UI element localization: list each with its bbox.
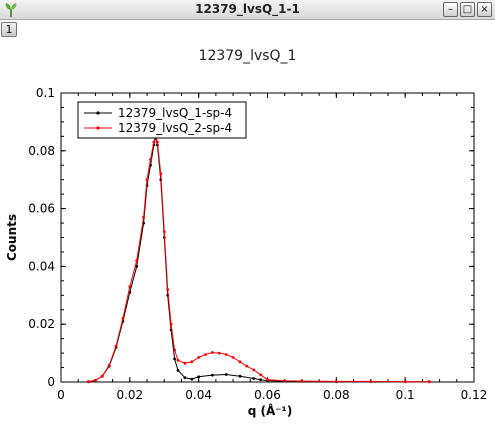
data-point: [173, 357, 177, 361]
legend-label-1: 12379_lvsQ_1-sp-4: [118, 106, 232, 120]
leaf-app-icon: [5, 3, 17, 17]
data-point: [197, 356, 201, 359]
data-point: [266, 378, 269, 382]
minimize-button[interactable]: –: [443, 2, 458, 17]
x-tick-label: 0: [57, 388, 65, 402]
x-tick-label: 0.06: [254, 388, 281, 402]
data-point: [190, 377, 194, 381]
x-tick-label: 0.1: [396, 388, 415, 402]
data-point: [173, 348, 177, 352]
x-axis-label: q (Å⁻¹): [248, 403, 293, 418]
data-point: [100, 374, 104, 378]
data-point: [224, 353, 228, 356]
chart-title: 12379_lvsQ_1: [199, 48, 297, 64]
y-tick-label: 0.06: [28, 202, 55, 216]
data-point: [283, 379, 287, 383]
data-point: [166, 288, 170, 291]
data-point: [197, 375, 201, 379]
maximize-button[interactable]: □: [460, 2, 475, 17]
data-point: [217, 351, 221, 355]
data-point: [259, 373, 262, 377]
x-tick-label: 0.02: [116, 388, 143, 402]
data-point: [149, 158, 152, 161]
window-title: 12379_lvsQ_1-1: [195, 2, 300, 16]
data-point: [211, 373, 214, 377]
data-point: [135, 265, 139, 268]
window-titlebar: 12379_lvsQ_1-1 – □ ×: [0, 0, 495, 20]
data-point: [231, 356, 235, 359]
x-tick-label: 0.04: [185, 388, 212, 402]
data-point: [121, 317, 125, 320]
data-point: [156, 140, 159, 144]
legend-box: [77, 101, 247, 139]
y-tick-label: 0.1: [36, 86, 55, 100]
data-point: [238, 374, 242, 378]
legend-marker-2: [96, 126, 100, 130]
data-point: [142, 215, 146, 219]
data-point: [190, 360, 194, 364]
data-point: [300, 379, 304, 383]
x-tick-label: 0.12: [461, 388, 488, 402]
data-point: [238, 360, 242, 364]
data-point: [245, 364, 249, 368]
y-tick-label: 0.04: [28, 259, 55, 273]
data-point: [252, 377, 256, 380]
data-point: [252, 368, 256, 372]
y-tick-label: 0.08: [28, 144, 55, 158]
data-point: [224, 373, 228, 376]
data-point: [211, 351, 214, 354]
data-point: [176, 358, 180, 362]
data-point: [87, 380, 90, 384]
data-point: [114, 344, 118, 348]
data-point: [427, 380, 431, 384]
legend-marker-1: [96, 111, 100, 115]
data-point: [334, 380, 338, 383]
data-point: [169, 322, 173, 326]
data-point: [152, 140, 156, 144]
data-point: [159, 172, 163, 176]
legend-label-2: 12379_lvsQ_2-sp-4: [118, 121, 232, 135]
data-point: [128, 285, 132, 288]
data-point: [204, 353, 208, 356]
y-tick-label: 0.02: [28, 317, 55, 331]
data-point: [183, 376, 187, 380]
plot-tab-button[interactable]: 1: [1, 22, 17, 37]
plot-area: [60, 92, 475, 383]
data-point: [183, 361, 187, 365]
data-point: [369, 380, 373, 383]
data-point: [259, 378, 262, 382]
data-point: [94, 378, 97, 382]
y-tick-label: 0: [47, 375, 55, 389]
data-point: [107, 363, 111, 367]
data-point: [403, 380, 407, 384]
data-point: [145, 178, 149, 182]
data-point: [135, 259, 139, 262]
x-tick-label: 0.08: [323, 388, 350, 402]
y-axis-label: Counts: [5, 214, 19, 261]
close-button[interactable]: ×: [477, 2, 492, 17]
data-point: [162, 230, 166, 234]
data-point: [176, 369, 180, 372]
